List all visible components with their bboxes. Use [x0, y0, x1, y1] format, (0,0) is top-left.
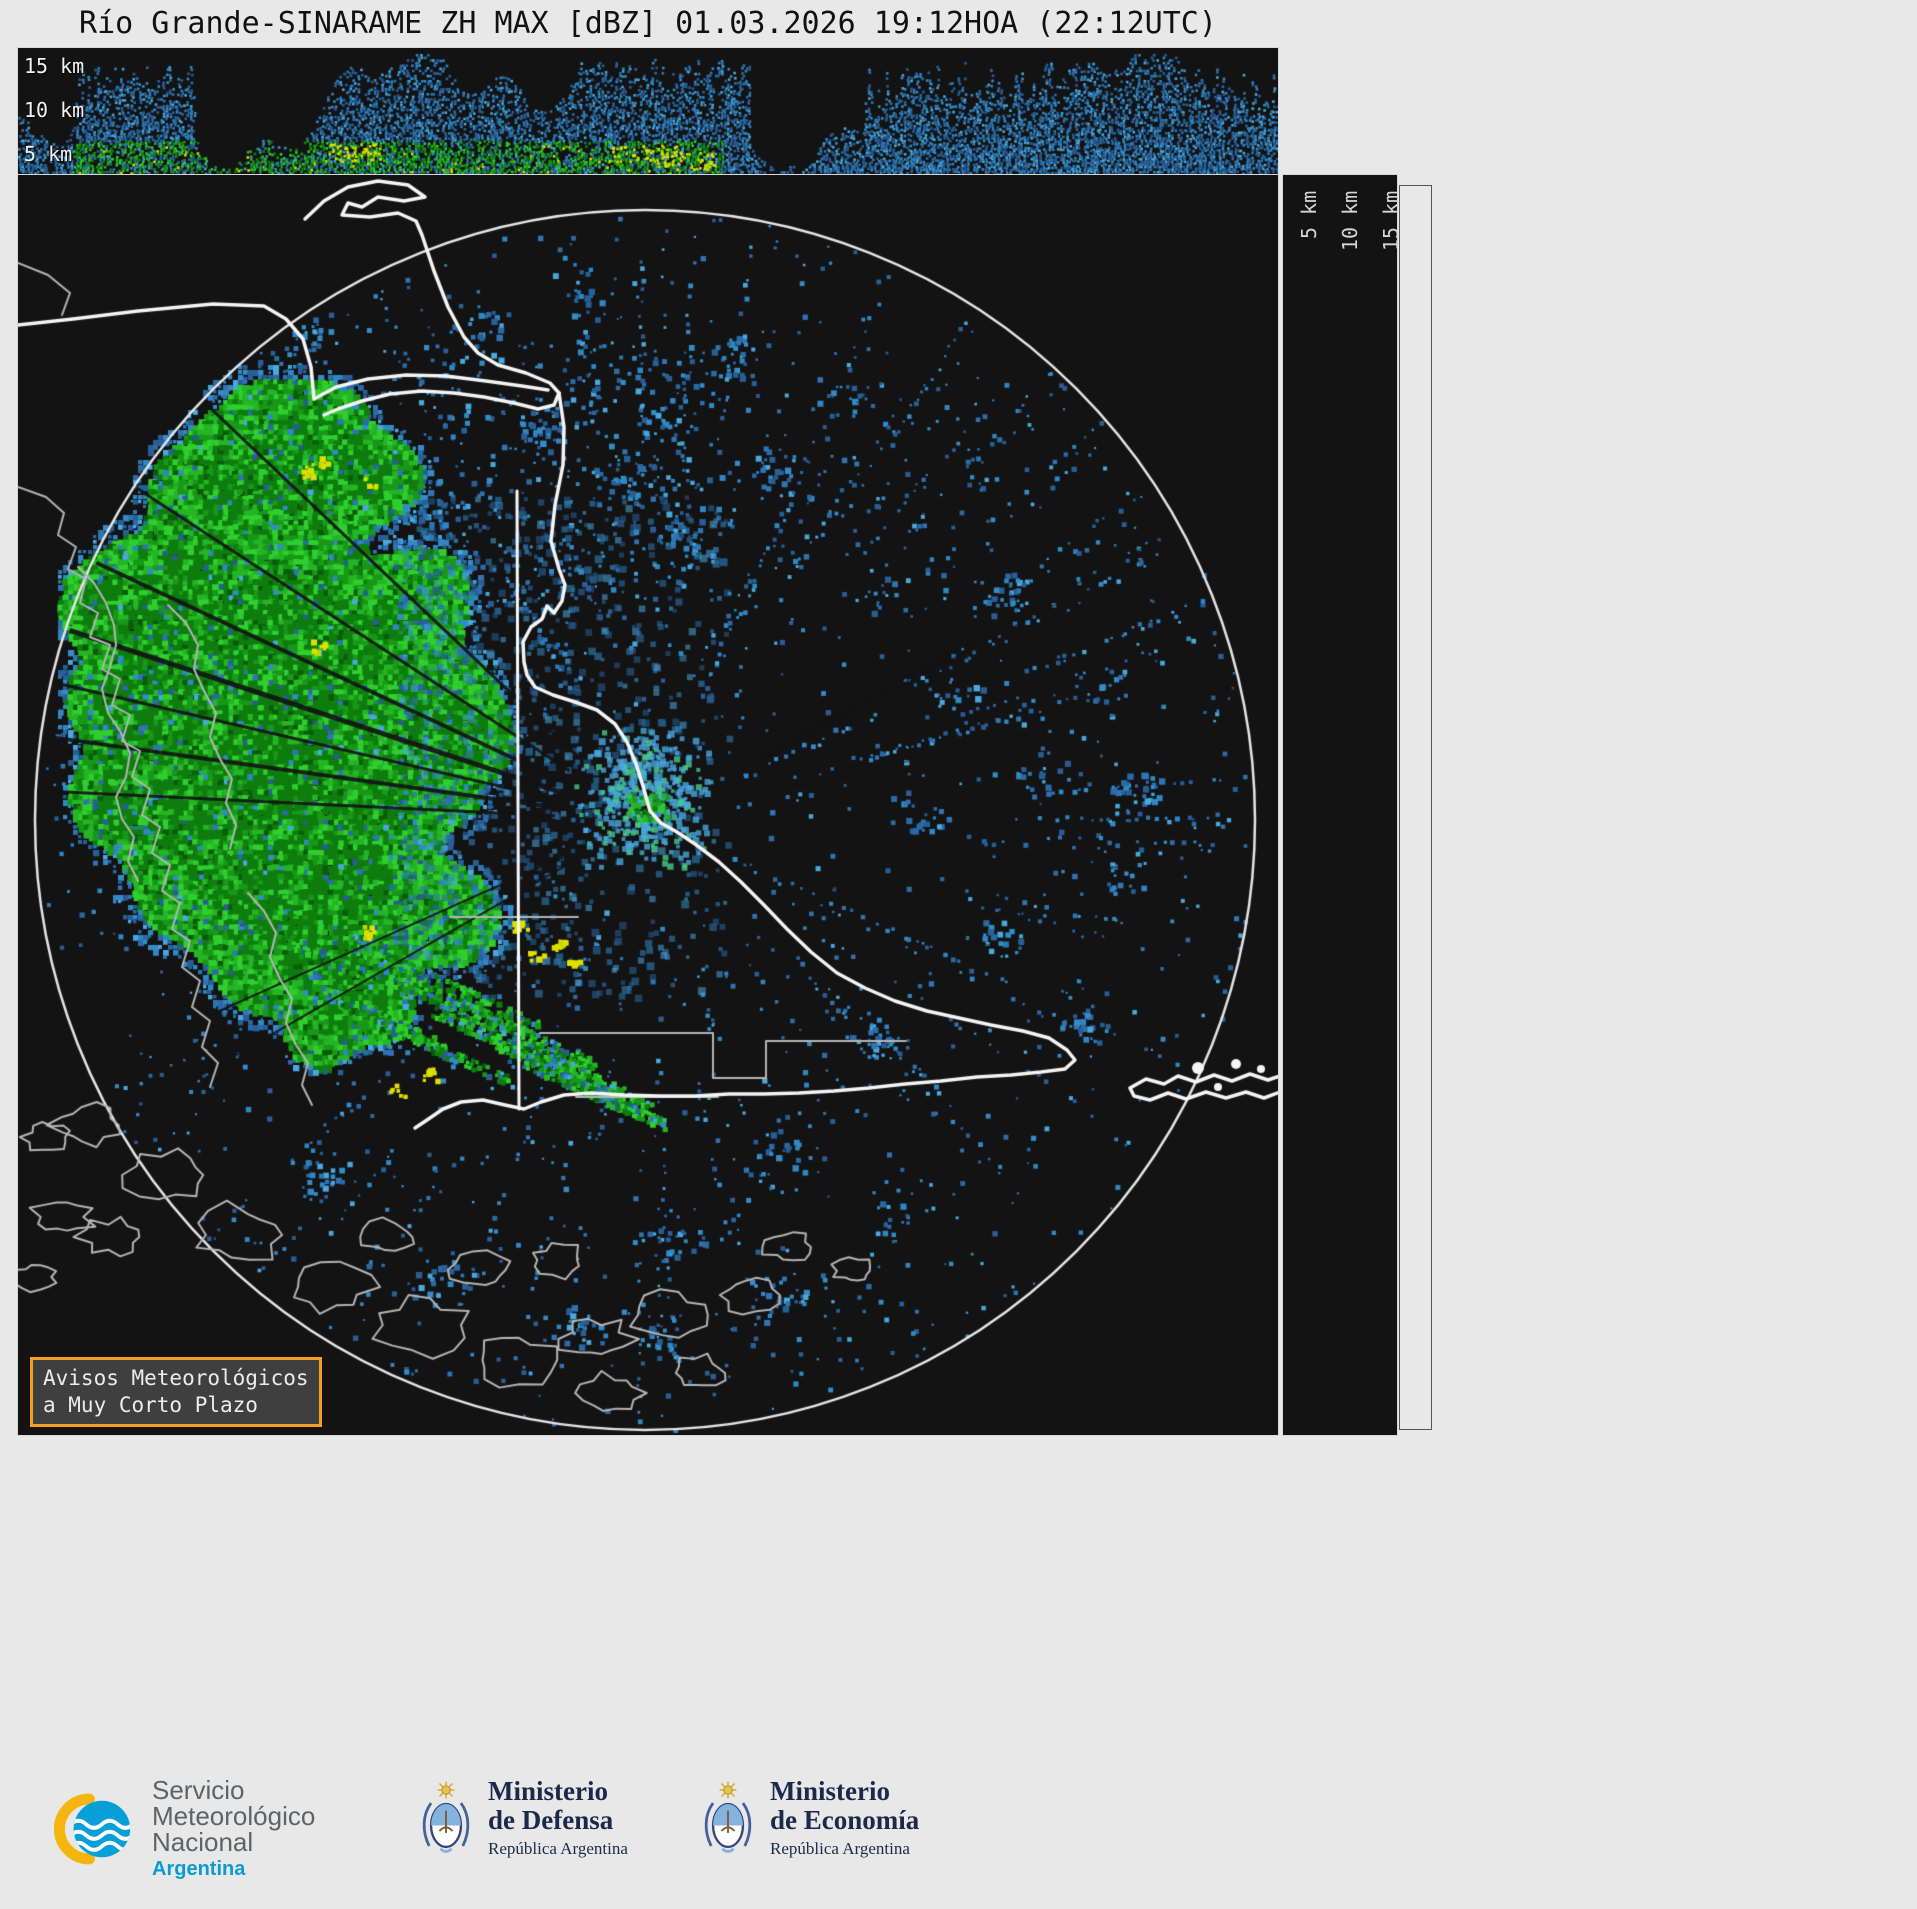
page-title: Río Grande-SINARAME ZH MAX [dBZ] 01.03.2… — [79, 6, 1217, 41]
ministry-economia-brand: Ministerio de Economía República Argenti… — [700, 1777, 919, 1859]
smn-name-line-2: Meteorológico — [152, 1801, 316, 1831]
smn-name-line-3: Nacional — [152, 1827, 254, 1857]
short-term-warnings-banner[interactable]: Avisos Meteorológicos a Muy Corto Plazo — [30, 1357, 322, 1427]
right-profile-canvas — [1283, 175, 1397, 1435]
top-profile-canvas — [18, 48, 1278, 175]
warnings-banner-line1: Avisos Meteorológicos — [43, 1366, 309, 1390]
radar-map-panel: Avisos Meteorológicos a Muy Corto Plazo — [17, 174, 1279, 1436]
smn-country: Argentina — [152, 1858, 246, 1880]
ministry-economia-line2: de Economía — [770, 1805, 920, 1835]
dbz-colorbar — [1399, 185, 1432, 1430]
ministry-defensa-brand: Ministerio de Defensa República Argentin… — [418, 1777, 628, 1859]
radar-map-canvas — [18, 175, 1278, 1435]
altitude-label-5km-right: 5 km — [1297, 190, 1321, 239]
coat-of-arms-icon — [704, 1780, 752, 1854]
ministry-defensa-line2: de Defensa — [488, 1805, 614, 1835]
ministry-defensa-line1: Ministerio — [488, 1776, 608, 1806]
altitude-label-15km: 15 km — [24, 54, 85, 78]
right-altitude-profile-panel: 5 km 10 km 15 km — [1282, 174, 1403, 1436]
ministry-defensa-sub: República Argentina — [488, 1839, 628, 1858]
warnings-banner-line2: a Muy Corto Plazo — [43, 1393, 258, 1417]
top-altitude-profile-panel: 15 km 10 km 5 km — [17, 47, 1279, 176]
ministry-economia-line1: Ministerio — [770, 1776, 890, 1806]
altitude-label-5km: 5 km — [24, 142, 73, 166]
smn-brand: Servicio Meteorológico Nacional Argentin… — [50, 1777, 315, 1881]
altitude-label-10km: 10 km — [24, 98, 85, 122]
footer: Servicio Meteorológico Nacional Argentin… — [0, 1755, 1917, 1909]
coat-of-arms-icon — [422, 1780, 470, 1854]
smn-name-line-1: Servicio — [152, 1775, 245, 1805]
altitude-label-10km-right: 10 km — [1338, 190, 1362, 251]
ministry-economia-sub: República Argentina — [770, 1839, 910, 1858]
smn-logo-icon — [54, 1793, 131, 1865]
